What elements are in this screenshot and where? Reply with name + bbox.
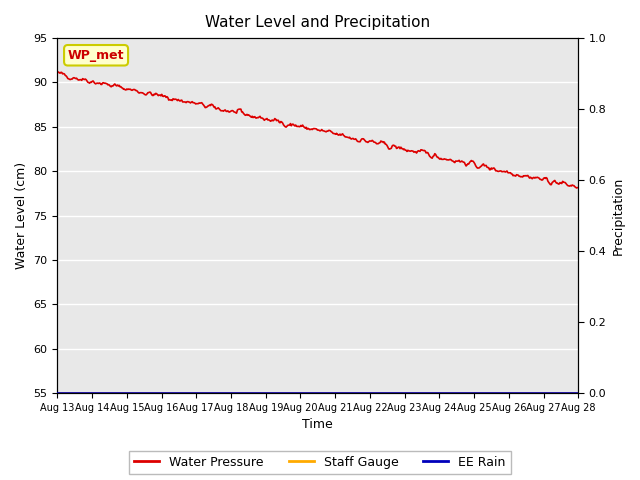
Legend: Water Pressure, Staff Gauge, EE Rain: Water Pressure, Staff Gauge, EE Rain bbox=[129, 451, 511, 474]
Y-axis label: Precipitation: Precipitation bbox=[612, 177, 625, 255]
Y-axis label: Water Level (cm): Water Level (cm) bbox=[15, 162, 28, 269]
X-axis label: Time: Time bbox=[303, 419, 333, 432]
Title: Water Level and Precipitation: Water Level and Precipitation bbox=[205, 15, 431, 30]
Text: WP_met: WP_met bbox=[68, 49, 124, 62]
